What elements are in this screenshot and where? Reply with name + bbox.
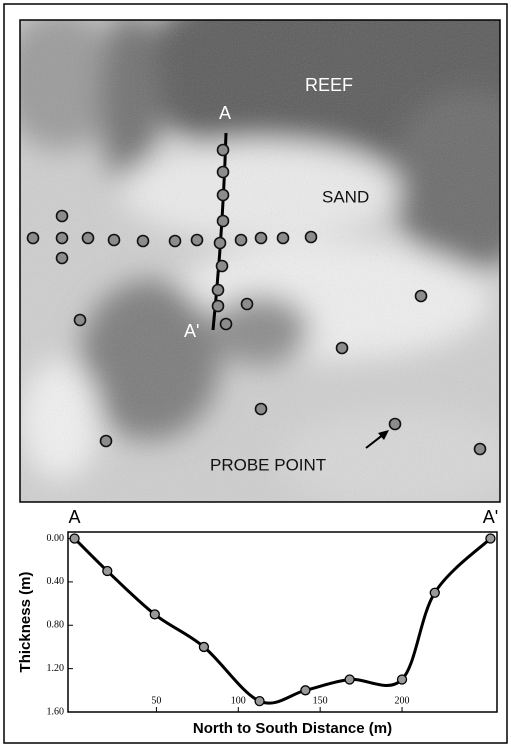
profile-point [486,534,495,543]
x-tick-label: 150 [313,695,328,706]
page: {"photo": {"reef": "REEF", "sand": "SAND… [0,0,511,747]
profile-point [70,534,79,543]
end-label-end: A' [483,507,498,527]
end-label-start: A [69,507,81,527]
aerial-photo [0,0,511,510]
y-tick-label: 0.00 [47,533,65,544]
reef-label: REEF [305,75,353,95]
profile-point [103,567,112,576]
x-tick-label: 200 [395,695,410,706]
figure: REEF SAND A A' PROBE POINT 0.00 0.40 0.80 1… [0,0,511,747]
probe-label: PROBE POINT [210,455,326,474]
y-axis-title: Thickness (m) [17,572,34,673]
profile-point [199,642,208,651]
plot-frame [68,532,497,712]
profile-point [430,588,439,597]
y-tick-label: 1.20 [47,663,65,674]
y-tick-label: 0.80 [47,620,65,631]
sand-label: SAND [322,187,369,206]
profile-point [398,675,407,684]
x-axis-title: North to South Distance (m) [193,720,392,737]
x-tick-label: 100 [231,695,246,706]
profile-point [150,610,159,619]
section-end-label: A' [184,321,199,341]
section-start-label: A [219,103,231,123]
y-tick-label: 0.40 [47,576,65,587]
profile-point [255,697,264,706]
y-tick-label: 1.60 [47,706,65,717]
x-tick-label: 50 [151,695,161,706]
profile-point [345,675,354,684]
profile-point [301,686,310,695]
